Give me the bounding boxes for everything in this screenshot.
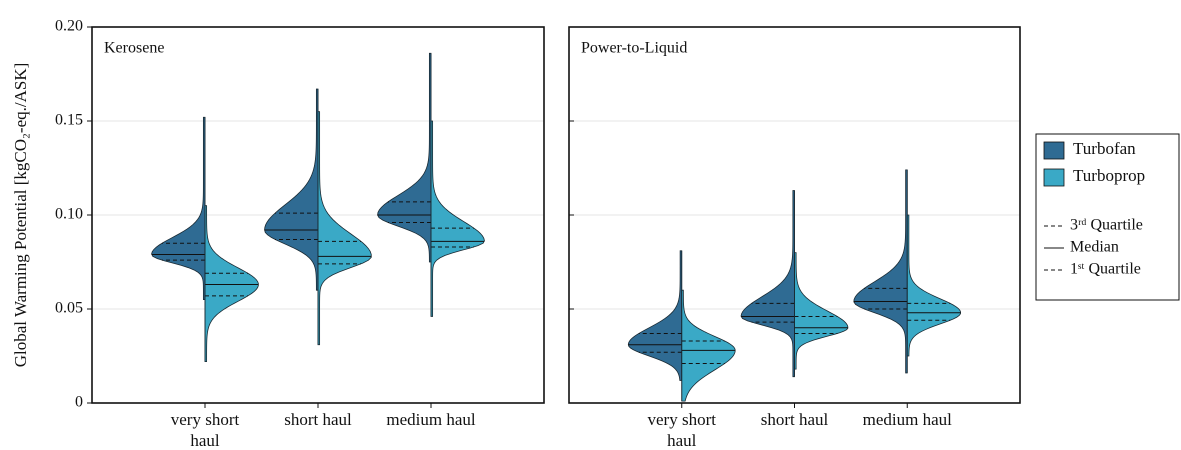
legend-swatch: [1043, 141, 1065, 160]
y-tick-label: 0.20: [55, 18, 83, 35]
violin-half: [430, 120, 485, 317]
x-tick-label: medium haul: [386, 410, 476, 429]
y-tick-label: 0: [75, 394, 83, 411]
violin-half: [740, 190, 795, 378]
violin-half: [627, 250, 683, 381]
x-tick-label: very short haul: [170, 410, 240, 450]
legend-label: Turbofan: [1073, 139, 1136, 158]
legend-box: [1035, 133, 1180, 301]
violin-half: [317, 111, 372, 346]
violin-half: [853, 169, 908, 374]
panel-title: Power-to-Liquid: [581, 40, 687, 57]
violin-half: [794, 252, 849, 370]
x-tick-label: short haul: [760, 410, 829, 429]
x-tick-label: medium haul: [862, 410, 952, 429]
y-axis-label: Global Warming Potential [kgCO₂-eq./ASK]: [11, 63, 30, 368]
legend-label: Turboprop: [1073, 166, 1145, 185]
panel-title: Kerosene: [104, 40, 164, 57]
legend-swatch: [1043, 168, 1065, 187]
legend-label: 1ˢᵗ Quartile: [1070, 261, 1141, 278]
violin-half: [264, 88, 319, 291]
violin-half: [377, 52, 432, 263]
y-tick-label: 0.15: [55, 112, 83, 129]
x-tick-label: short haul: [284, 410, 352, 429]
panel-frame: [91, 26, 545, 404]
violin-half: [906, 214, 962, 357]
violin-half: [151, 116, 206, 300]
legend-label: Median: [1070, 239, 1119, 256]
violin-half: [681, 289, 736, 402]
violin-half: [204, 205, 259, 363]
legend-label: 3ʳᵈ Quartile: [1070, 217, 1143, 234]
x-tick-label: very short haul: [647, 410, 716, 450]
panel-frame: [568, 26, 1021, 404]
y-tick-label: 0.10: [55, 206, 83, 223]
y-tick-label: 0.05: [55, 300, 83, 317]
